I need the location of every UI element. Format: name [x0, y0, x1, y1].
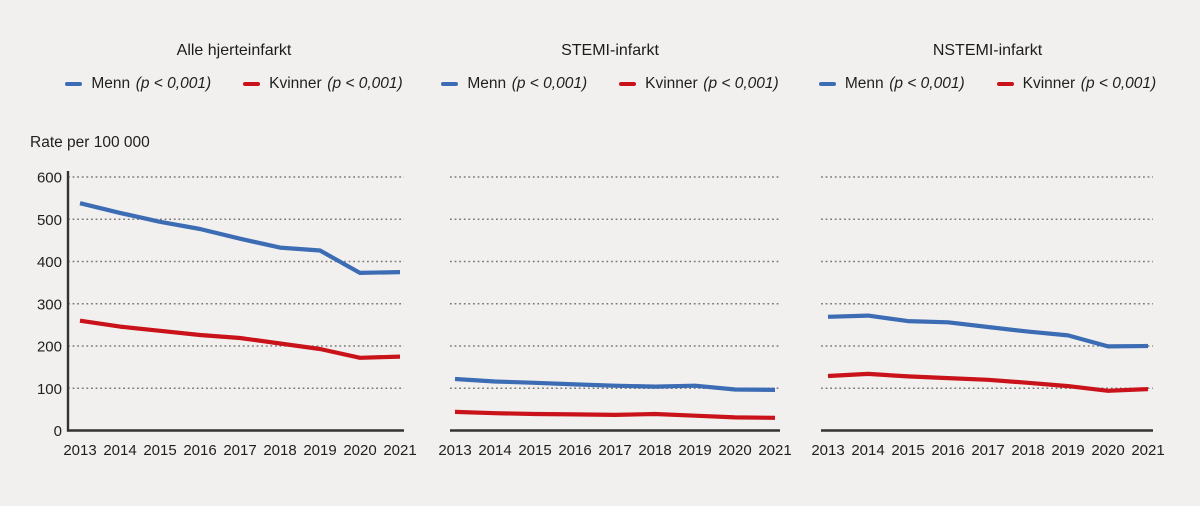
x-tick-label: 2014 [478, 442, 511, 459]
x-tick-label: 2016 [183, 442, 216, 459]
x-tick-label: 2021 [758, 442, 791, 459]
legend-label: Kvinner (p < 0,001) [645, 75, 779, 92]
legend-item-kvinner: Kvinner (p < 0,001) [996, 75, 1157, 93]
y-tick-label: 100 [37, 381, 62, 398]
menn-line-swatch [818, 82, 836, 86]
y-tick-label: 600 [37, 170, 62, 187]
y-tick-label: 400 [37, 254, 62, 271]
x-tick-label: 2021 [383, 442, 416, 459]
x-tick-label: 2017 [598, 442, 631, 459]
legend-item-menn: Menn (p < 0,001) [441, 75, 587, 93]
x-tick-label: 2013 [811, 442, 844, 459]
panel-nstemi: NSTEMI-infarkt Menn (p < 0,001) Kvinner … [805, 0, 1200, 469]
x-tick-label: 2013 [63, 442, 96, 459]
legend-item-kvinner: Kvinner (p < 0,001) [243, 75, 403, 93]
legend-label: Menn (p < 0,001) [91, 75, 212, 92]
kvinner-line-swatch [619, 82, 637, 86]
panels-row: Alle hjerteinfarkt Menn (p < 0,001) Kvin… [0, 0, 1200, 469]
x-tick-label: 2018 [263, 442, 296, 459]
panel-title: NSTEMI-infarkt [932, 42, 1043, 59]
x-tick-label: 2019 [678, 442, 711, 459]
x-tick-label: 2018 [638, 442, 671, 459]
line-chart-nstemi: 2013 2014 2015 2016 2017 2018 2019 2020 2021 [811, 176, 1165, 459]
series-line-menn [827, 313, 1149, 349]
series-line-kvinner [827, 371, 1149, 393]
legend-label: Kvinner (p < 0,001) [1022, 75, 1157, 92]
x-tick-label: 2017 [223, 442, 256, 459]
legend-label: Menn (p < 0,001) [844, 75, 965, 92]
x-tick-label: 2016 [931, 442, 964, 459]
panel-stemi: STEMI-infarkt Menn (p < 0,001) Kvinner (… [430, 0, 805, 469]
x-tick-label: 2014 [103, 442, 136, 459]
x-tick-label: 2014 [851, 442, 884, 459]
x-tick-label: 2016 [558, 442, 591, 459]
legend-item-menn: Menn (p < 0,001) [65, 75, 211, 93]
y-tick-label: 0 [54, 423, 62, 440]
legend: Menn (p < 0,001) Kvinner (p < 0,001) [0, 75, 430, 93]
menn-line-swatch [441, 82, 459, 86]
panel-title: Alle hjerteinfarkt [176, 42, 292, 59]
menn-line-swatch [65, 82, 83, 86]
x-tick-label: 2019 [303, 442, 336, 459]
legend: Menn (p < 0,001) Kvinner (p < 0,001) [430, 75, 805, 93]
legend-label: Kvinner (p < 0,001) [269, 75, 403, 92]
x-tick-label: 2020 [343, 442, 376, 459]
panel-all-mi: Alle hjerteinfarkt Menn (p < 0,001) Kvin… [0, 0, 430, 469]
x-tick-label: 2015 [518, 442, 551, 459]
series-line-kvinner [454, 409, 776, 420]
legend-item-menn: Menn (p < 0,001) [818, 75, 965, 93]
x-tick-label: 2021 [1131, 442, 1164, 459]
line-chart-stemi: 2013 2014 2015 2016 2017 2018 2019 2020 2021 [438, 176, 792, 459]
kvinner-line-swatch [243, 82, 261, 86]
series-line-menn [454, 376, 776, 392]
y-tick-label: 300 [37, 296, 62, 313]
legend: Menn (p < 0,001) Kvinner (p < 0,001) [805, 75, 1200, 93]
x-tick-label: 2018 [1011, 442, 1044, 459]
x-tick-label: 2017 [971, 442, 1004, 459]
legend-item-kvinner: Kvinner (p < 0,001) [619, 75, 779, 93]
y-tick-label: 200 [37, 339, 62, 356]
x-tick-label: 2013 [438, 442, 471, 459]
series-line-menn [79, 201, 401, 276]
x-tick-label: 2015 [891, 442, 924, 459]
x-tick-label: 2019 [1051, 442, 1084, 459]
x-tick-label: 2020 [718, 442, 751, 459]
y-tick-label: 500 [37, 212, 62, 229]
x-tick-label: 2020 [1091, 442, 1124, 459]
panel-title: STEMI-infarkt [561, 42, 659, 59]
x-tick-label: 2015 [143, 442, 176, 459]
kvinner-line-swatch [996, 82, 1014, 86]
legend-label: Menn (p < 0,001) [467, 75, 588, 92]
y-axis-title: Rate per 100 000 [30, 134, 150, 151]
series-line-kvinner [79, 318, 401, 360]
